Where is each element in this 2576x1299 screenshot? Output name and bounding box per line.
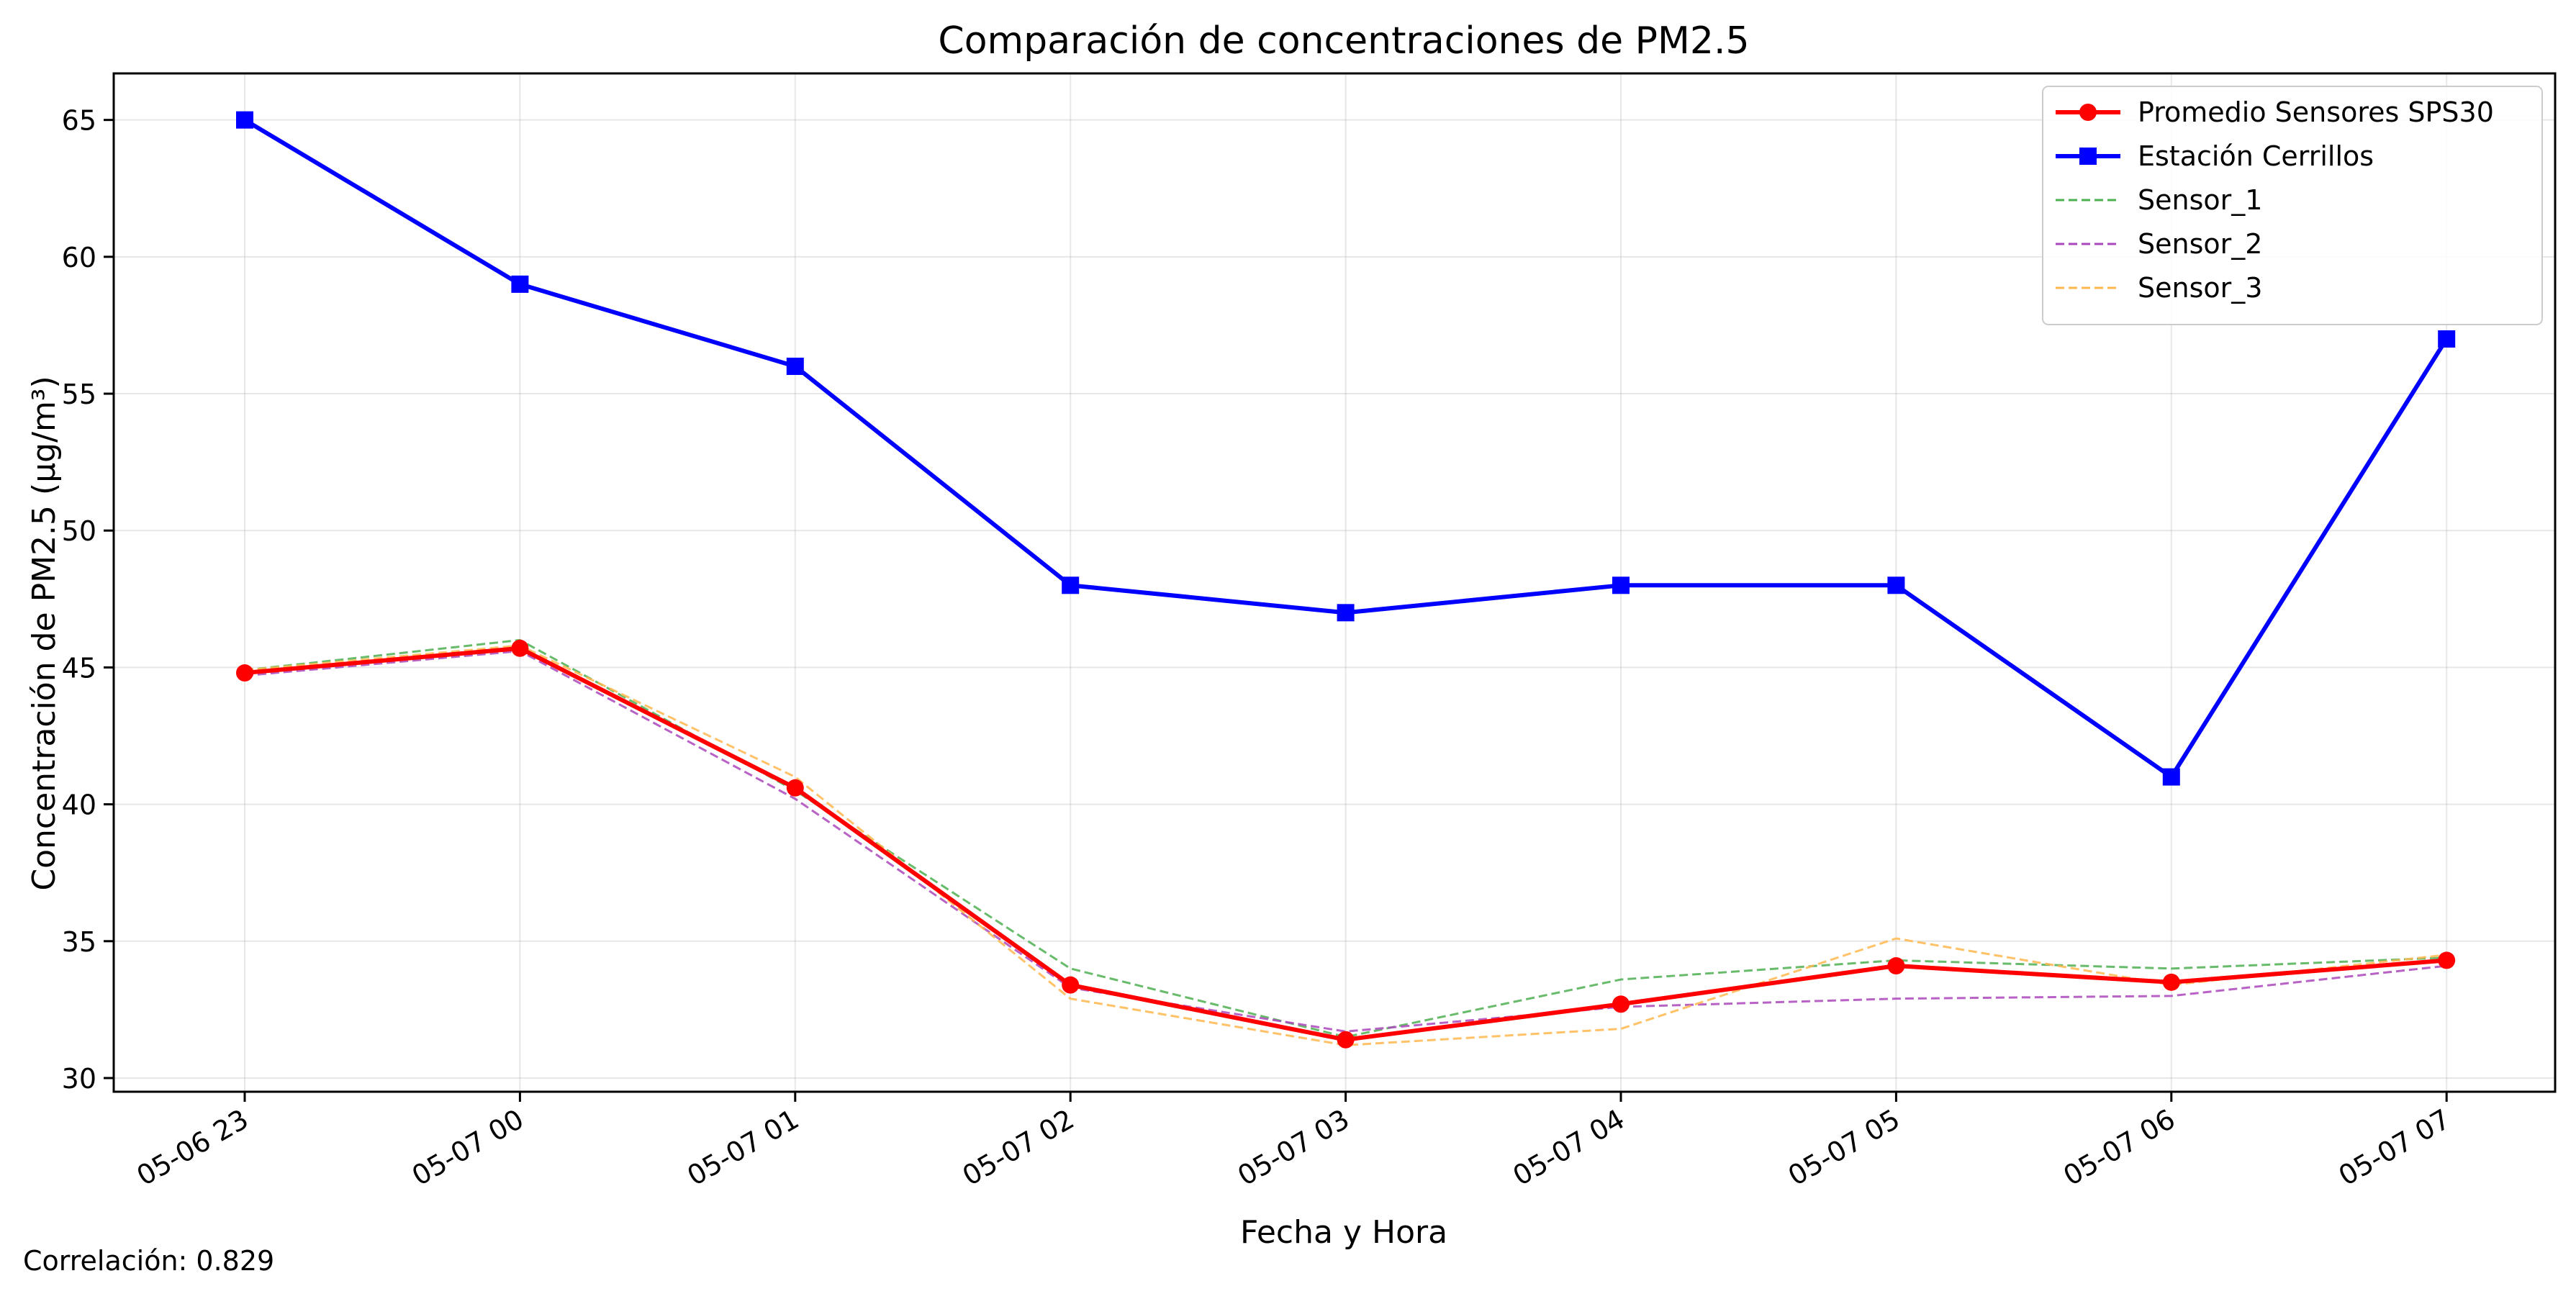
data-point — [1062, 976, 1080, 994]
y-tick-label: 65 — [62, 105, 96, 137]
legend-label: Sensor_1 — [2138, 184, 2262, 216]
chart-title: Comparación de concentraciones de PM2.5 — [938, 19, 1749, 63]
data-point — [786, 358, 804, 376]
y-tick-label: 55 — [62, 379, 96, 410]
data-point — [511, 639, 529, 657]
data-point — [786, 779, 804, 797]
legend-label: Estación Cerrillos — [2138, 140, 2374, 172]
plot-frame — [112, 72, 2557, 1093]
x-tick-label: 05-06 23 — [132, 1103, 254, 1192]
series-line — [244, 650, 2447, 1033]
legend-label: Sensor_3 — [2138, 272, 2262, 304]
legend-item: Sensor_2 — [2056, 228, 2262, 260]
data-point — [1887, 957, 1905, 975]
data-point — [1612, 995, 1630, 1013]
legend: Promedio Sensores SPS30 Estación Cerrillo… — [2042, 86, 2543, 325]
series-line — [244, 644, 2447, 1046]
correlation-label: Correlación: 0.829 — [23, 1245, 275, 1277]
data-point — [236, 664, 253, 682]
legend-box — [2042, 86, 2543, 325]
legend-item: Sensor_1 — [2056, 184, 2262, 216]
y-tick-label: 60 — [62, 242, 96, 273]
x-tick-label: 05-07 03 — [1232, 1103, 1355, 1192]
legend-item: Promedio Sensores SPS30 — [2056, 96, 2494, 128]
y-tick-label: 35 — [62, 926, 96, 958]
x-axis-label: Fecha y Hora — [1240, 1214, 1447, 1251]
x-tick-label: 05-07 07 — [2333, 1103, 2456, 1192]
y-axis-label: Concentración de PM2.5 (µg/m³) — [26, 376, 63, 890]
x-tick-label: 05-07 00 — [407, 1103, 529, 1192]
data-point — [1337, 1031, 1355, 1049]
data-point — [2438, 330, 2456, 348]
y-tick-label: 50 — [62, 515, 96, 547]
series-sensor-3 — [244, 644, 2447, 1046]
y-tick-label: 40 — [62, 789, 96, 821]
data-point — [1612, 576, 1630, 594]
y-tick-label: 30 — [62, 1063, 96, 1095]
data-point — [1887, 576, 1905, 594]
series-layer — [236, 111, 2456, 1049]
legend-item: Sensor_3 — [2056, 272, 2262, 304]
legend-marker — [2079, 148, 2097, 165]
data-point — [511, 275, 529, 293]
data-point — [1337, 604, 1355, 622]
x-tick-label: 05-07 06 — [2058, 1103, 2180, 1192]
y-tick-label: 45 — [62, 652, 96, 684]
legend-item: Estación Cerrillos — [2056, 140, 2374, 172]
x-tick-label: 05-07 04 — [1508, 1103, 1630, 1192]
series-promedio-sensores-sps30 — [236, 639, 2456, 1049]
x-tick-label: 05-07 01 — [682, 1103, 804, 1192]
data-point — [2162, 973, 2180, 991]
data-point — [2162, 768, 2180, 786]
data-point — [1062, 576, 1080, 594]
data-point — [2438, 951, 2456, 969]
legend-label: Promedio Sensores SPS30 — [2138, 96, 2494, 128]
x-tick-label: 05-07 02 — [957, 1103, 1080, 1192]
x-tick-label: 05-07 05 — [1783, 1103, 1905, 1192]
series-sensor-2 — [244, 650, 2447, 1033]
data-point — [236, 111, 253, 129]
legend-marker — [2079, 104, 2097, 121]
legend-label: Sensor_2 — [2138, 228, 2262, 260]
series-estaci-n-cerrillos — [236, 111, 2456, 786]
